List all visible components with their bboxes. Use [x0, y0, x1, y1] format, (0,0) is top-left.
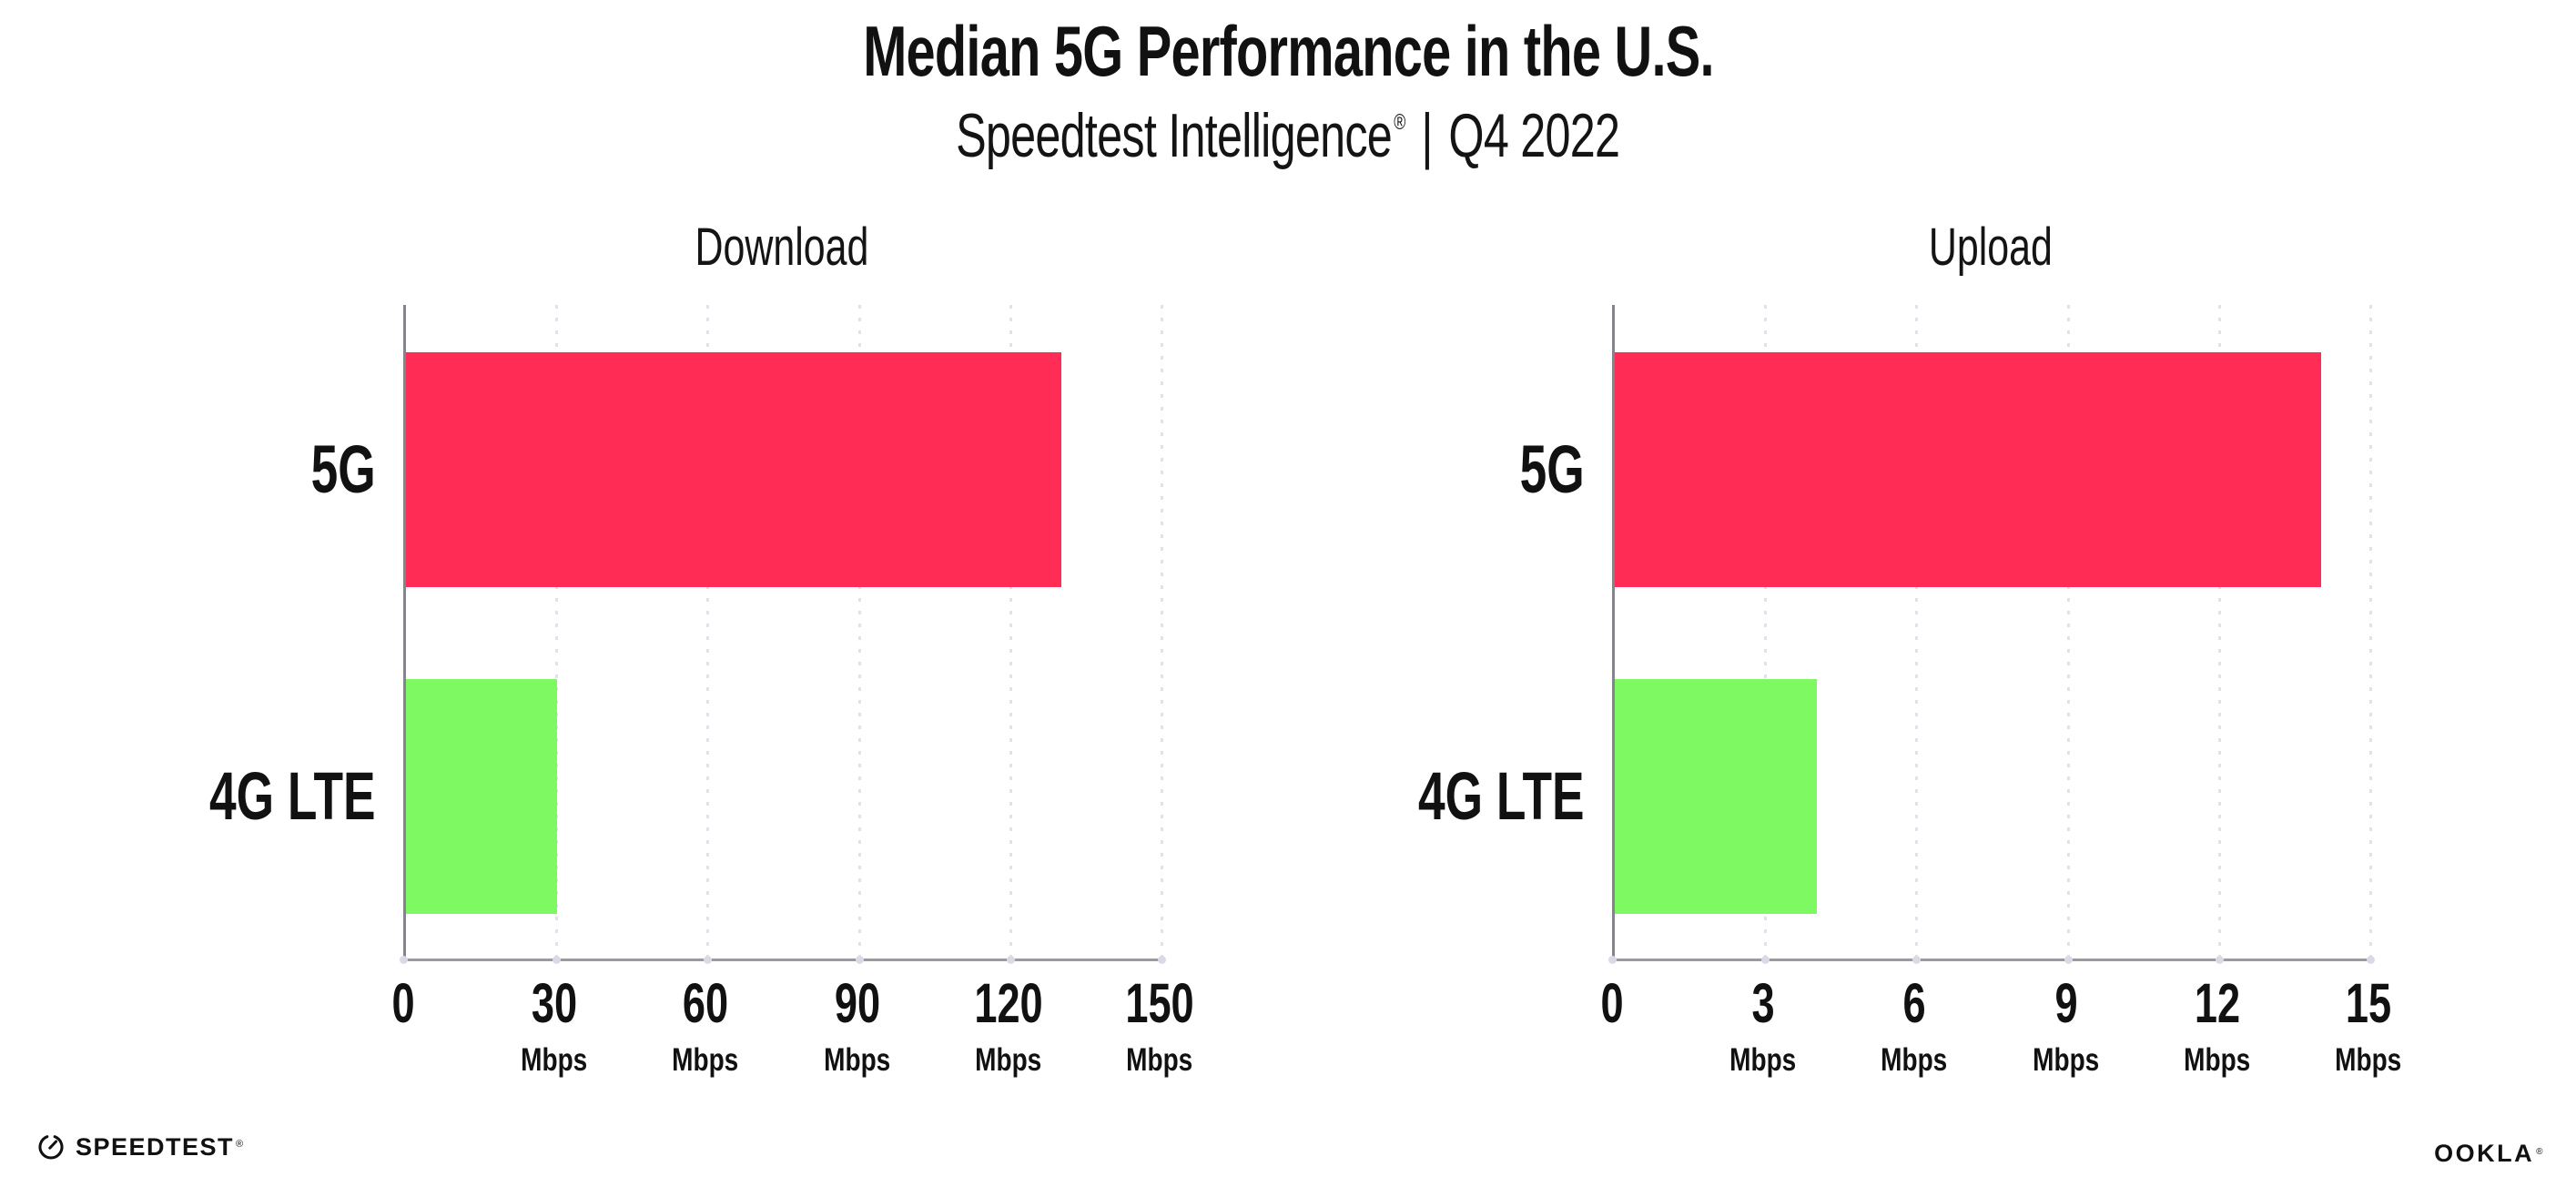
page-title: Median 5G Performance in the U.S. [862, 11, 1714, 91]
x-tick-unit: Mbps [2033, 1042, 2100, 1078]
axis-tick-dot [2215, 956, 2224, 964]
axis-tick-dot [2367, 956, 2375, 964]
x-tick-unit: Mbps [1881, 1042, 1948, 1078]
registered-mark: ® [1394, 110, 1406, 135]
bar-4g-lte-upload [1615, 679, 1817, 914]
x-tick-150: 150 Mbps [1069, 972, 1251, 1078]
x-tick-unit: Mbps [2184, 1042, 2251, 1078]
subtitle-period: Q4 2022 [1448, 101, 1621, 170]
axis-tick-dot [1912, 956, 1922, 964]
plot-area-download [400, 305, 1166, 964]
x-tick-0: 0 [312, 976, 494, 1031]
axis-tick-dot [1006, 956, 1015, 964]
gridline [1161, 305, 1163, 959]
x-tick-unit: Mbps [1126, 1042, 1193, 1078]
upload-chart-panel: Upload 5G 4G LTE 0 3 Mbps [1345, 218, 2474, 1156]
x-tick-12: 12 Mbps [2126, 972, 2308, 1078]
ookla-wordmark: OOKLA [2434, 1140, 2535, 1167]
bar-5g-upload [1615, 352, 2321, 587]
axis-tick-dot [1761, 956, 1770, 964]
x-tick-label: 150 [1125, 972, 1194, 1034]
axis-tick-dot [1158, 956, 1166, 964]
category-label-5g: 5G [310, 431, 376, 507]
x-tick-9: 9 Mbps [1975, 972, 2157, 1078]
subtitle-separator: | [1421, 101, 1434, 170]
gridline [2066, 305, 2070, 959]
axis-tick-dot [704, 956, 713, 964]
x-tick-label: 9 [2054, 972, 2078, 1034]
x-tick-unit: Mbps [824, 1042, 891, 1078]
x-tick-label: 6 [1902, 972, 1926, 1034]
page-subtitle: Speedtest Intelligence® | Q4 2022 [0, 101, 2576, 170]
speedtest-gauge-icon [36, 1132, 66, 1161]
registered-mark: ® [236, 1138, 245, 1150]
gridline [555, 305, 559, 959]
gridline [2217, 305, 2221, 959]
x-tick-label: 0 [1600, 972, 1624, 1034]
x-tick-label: 60 [682, 972, 729, 1034]
chart-title-download: Download [695, 218, 868, 277]
plot-area-upload [1608, 305, 2375, 964]
subtitle-brand: Speedtest Intelligence [956, 101, 1393, 170]
x-tick-unit: Mbps [975, 1042, 1042, 1078]
bar-5g-download [406, 352, 1062, 587]
x-tick-30: 30 Mbps [463, 972, 645, 1078]
ookla-logo: OOKLA ® [2434, 1141, 2545, 1166]
axis-tick-dot [855, 956, 864, 964]
category-label-4g-lte: 4G LTE [209, 758, 376, 834]
x-tick-15: 15 Mbps [2277, 972, 2459, 1078]
gridline [1009, 305, 1012, 959]
x-tick-label: 120 [974, 972, 1043, 1034]
speedtest-logo: SPEEDTEST ® [36, 1132, 245, 1161]
x-tick-120: 120 Mbps [918, 972, 1100, 1078]
x-tick-unit: Mbps [672, 1042, 739, 1078]
gridline [1764, 305, 1768, 959]
axis-tick-dot [1608, 956, 1617, 964]
x-tick-label: 15 [2345, 972, 2392, 1034]
x-tick-unit: Mbps [521, 1042, 588, 1078]
x-tick-90: 90 Mbps [766, 972, 948, 1078]
speedtest-wordmark: SPEEDTEST ® [76, 1132, 245, 1161]
gridline [857, 305, 861, 959]
x-tick-3: 3 Mbps [1672, 972, 1854, 1078]
category-label-4g-lte: 4G LTE [1418, 758, 1585, 834]
chart-title-upload: Upload [1928, 218, 2053, 277]
x-tick-label: 90 [834, 972, 881, 1034]
download-chart-panel: Download 5G 4G LTE 0 30 Mb [137, 218, 1265, 1156]
x-tick-unit: Mbps [2335, 1042, 2402, 1078]
x-tick-label: 0 [391, 972, 415, 1034]
x-tick-6: 6 Mbps [1823, 972, 2005, 1078]
x-tick-label: 12 [2194, 972, 2241, 1034]
x-tick-label: 30 [531, 972, 578, 1034]
x-tick-0: 0 [1521, 976, 1703, 1031]
x-tick-60: 60 Mbps [614, 972, 796, 1078]
bar-4g-lte-download [406, 679, 558, 914]
x-tick-unit: Mbps [1729, 1042, 1797, 1078]
gridline [2369, 305, 2372, 959]
axis-tick-dot [2064, 956, 2073, 964]
gridline [1915, 305, 1919, 959]
x-tick-label: 3 [1751, 972, 1775, 1034]
category-label-5g: 5G [1519, 431, 1585, 507]
registered-mark: ® [2536, 1147, 2545, 1157]
axis-tick-dot [553, 956, 562, 964]
gridline [706, 305, 710, 959]
axis-tick-dot [400, 956, 408, 964]
